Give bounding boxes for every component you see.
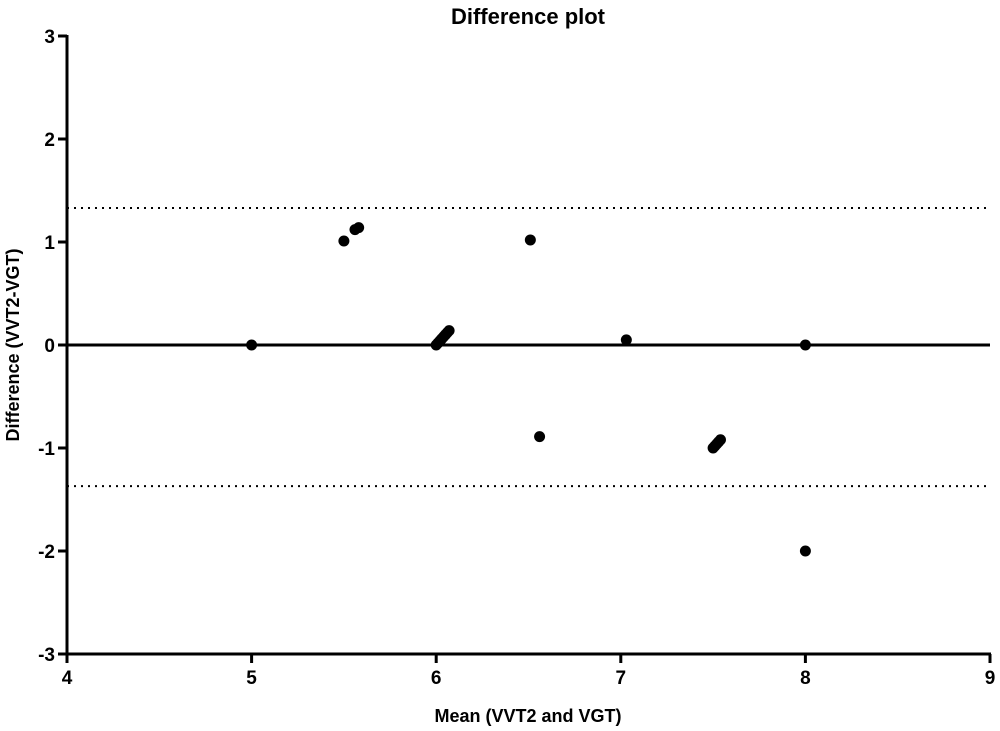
data-point xyxy=(799,545,811,557)
y-tick-label: 0 xyxy=(44,336,55,357)
data-point xyxy=(338,235,350,247)
x-tick-label: 7 xyxy=(616,668,627,689)
x-tick-label: 6 xyxy=(431,668,442,689)
y-axis-label: Difference (VVT2-VGT) xyxy=(3,248,23,441)
y-tick-label: 1 xyxy=(44,233,55,254)
y-tick-label: -3 xyxy=(38,645,55,666)
reference-lines xyxy=(67,207,990,488)
axes: 4 5 6 7 8 9 -3 -2 -1 0 1 2 3 xyxy=(38,27,995,689)
x-tick-label: 8 xyxy=(800,668,811,689)
data-point xyxy=(443,325,455,337)
x-axis-label: Mean (VVT2 and VGT) xyxy=(434,706,621,726)
data-point xyxy=(524,234,536,246)
y-tick-label: 2 xyxy=(44,130,55,151)
data-point xyxy=(799,339,811,351)
y-tick-label: 3 xyxy=(44,27,55,48)
x-tick-label: 5 xyxy=(246,668,257,689)
y-axis-ticks: -3 -2 -1 0 1 2 3 xyxy=(38,27,67,666)
scatter-points xyxy=(246,222,811,557)
data-point xyxy=(246,339,258,351)
data-point xyxy=(534,431,546,443)
y-tick-label: -2 xyxy=(38,542,55,563)
x-axis-ticks: 4 5 6 7 8 9 xyxy=(62,654,996,689)
data-point xyxy=(620,334,632,346)
y-tick-label: -1 xyxy=(38,439,55,460)
chart-title: Difference plot xyxy=(451,4,606,29)
x-tick-label: 9 xyxy=(985,668,996,689)
x-tick-label: 4 xyxy=(62,668,73,689)
data-point xyxy=(714,434,726,446)
data-point xyxy=(353,222,365,234)
